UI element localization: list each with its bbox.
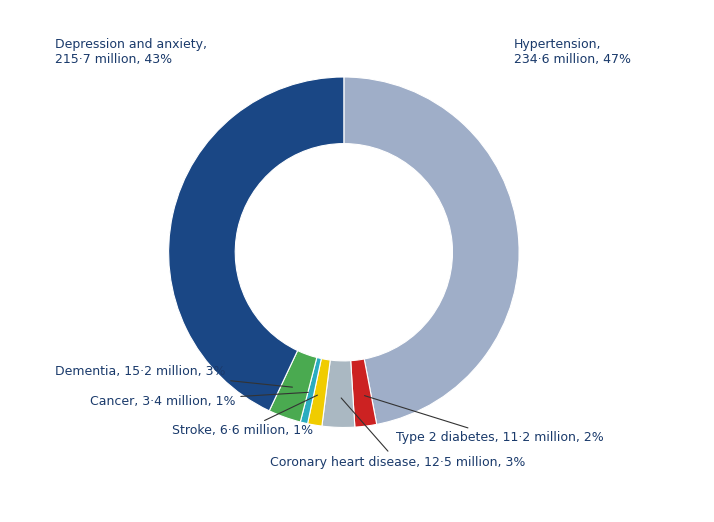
Text: Dementia, 15·2 million, 3%: Dementia, 15·2 million, 3% (55, 365, 293, 387)
Text: Coronary heart disease, 12·5 million, 3%: Coronary heart disease, 12·5 million, 3% (271, 398, 526, 469)
Text: Hypertension,
234·6 million, 47%: Hypertension, 234·6 million, 47% (514, 39, 631, 66)
Wedge shape (351, 359, 377, 427)
Text: Depression and anxiety,
215·7 million, 43%: Depression and anxiety, 215·7 million, 4… (55, 39, 207, 66)
Text: Type 2 diabetes, 11·2 million, 2%: Type 2 diabetes, 11·2 million, 2% (365, 396, 604, 445)
Text: Stroke, 6·6 million, 1%: Stroke, 6·6 million, 1% (172, 395, 318, 437)
Wedge shape (169, 77, 344, 411)
Wedge shape (308, 359, 331, 426)
Wedge shape (301, 358, 321, 424)
Wedge shape (269, 351, 317, 422)
Wedge shape (322, 360, 355, 428)
Text: Cancer, 3·4 million, 1%: Cancer, 3·4 million, 1% (90, 393, 308, 408)
Wedge shape (344, 77, 519, 424)
